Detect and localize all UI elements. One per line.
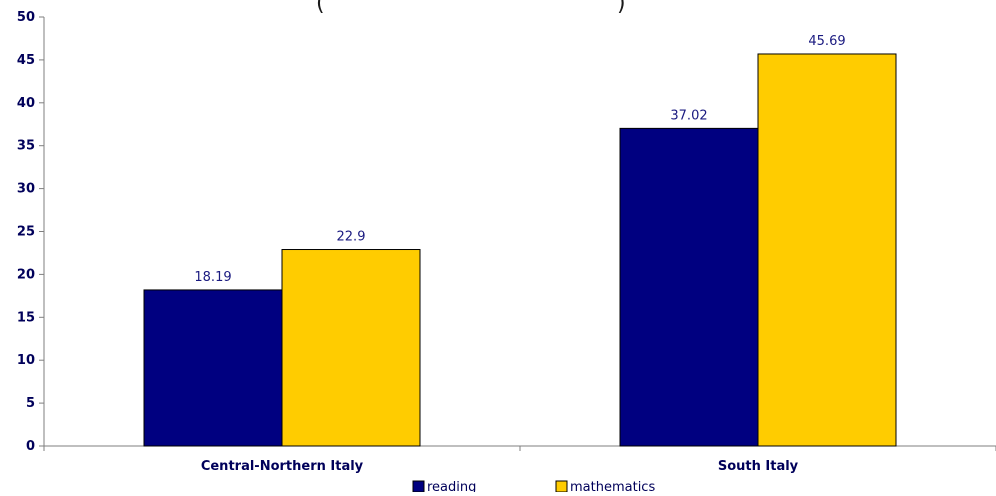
data-label: 37.02 — [670, 108, 707, 123]
y-tick-label: 45 — [17, 53, 35, 68]
data-labels: 18.19 22.9 37.02 45.69 — [194, 34, 845, 285]
y-tick-label: 10 — [17, 353, 35, 368]
bar-mathematics-0 — [281, 249, 421, 447]
y-tick-label: 15 — [17, 310, 35, 325]
bar-reading-1 — [619, 127, 759, 447]
legend: reading mathematics — [412, 480, 655, 495]
x-axis-ticks — [43, 446, 996, 451]
legend-swatch-reading — [412, 480, 425, 493]
legend-label-reading: reading — [427, 480, 476, 492]
data-label: 45.69 — [808, 34, 845, 49]
data-label: 22.9 — [337, 230, 366, 245]
legend-swatch-mathematics — [555, 480, 568, 493]
y-tick-label: 25 — [17, 225, 35, 240]
y-axis-tick-labels: 0 5 10 15 20 25 30 35 40 45 50 — [17, 10, 35, 454]
y-tick-label: 5 — [26, 396, 35, 411]
y-tick-label: 40 — [17, 96, 35, 111]
y-tick-label: 30 — [17, 182, 35, 197]
category-label: Central-Northern Italy — [201, 459, 364, 474]
y-tick-label: 35 — [17, 139, 35, 154]
chart-title-open-paren: ( — [316, 0, 325, 16]
legend-label-mathematics: mathematics — [570, 480, 655, 492]
bars — [143, 53, 897, 447]
y-tick-label: 20 — [17, 267, 35, 282]
category-label: South Italy — [718, 459, 799, 474]
chart-title-close-paren: ) — [617, 0, 626, 16]
bar-reading-0 — [143, 289, 283, 447]
bar-mathematics-1 — [757, 53, 897, 447]
y-axis-ticks — [39, 16, 44, 447]
y-tick-label: 50 — [17, 10, 35, 25]
y-tick-label: 0 — [26, 439, 35, 454]
data-label: 18.19 — [194, 270, 231, 285]
category-labels: Central-Northern Italy South Italy — [201, 459, 799, 474]
